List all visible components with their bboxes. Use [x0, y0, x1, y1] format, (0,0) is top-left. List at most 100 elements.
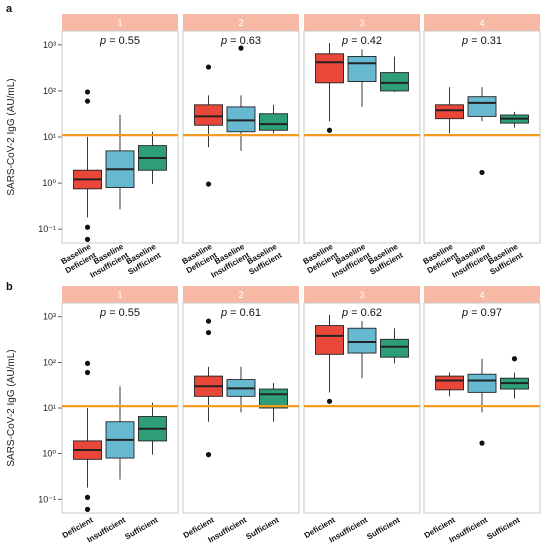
outlier-point	[84, 360, 91, 366]
facet-strip	[62, 286, 178, 303]
panel-a: a SARS-CoV-2 IgG (AU/mL) 10⁻¹ 10⁰ 10¹ 10² 10³ 1…	[6, 3, 541, 280]
box-sufficient	[380, 328, 409, 364]
box-iqr	[315, 325, 344, 355]
facet-strip	[304, 286, 420, 303]
p-symbol: p	[461, 35, 471, 47]
box-baseline-sufficient	[259, 104, 288, 134]
box-deficient	[315, 314, 344, 404]
x-tick-label: BaselineSufficient	[363, 242, 405, 277]
y-tick-label: 10²	[43, 357, 56, 367]
facet-1: 1p = 0.55BaselineDeficientBaselineInsuff…	[60, 14, 179, 280]
y-tick-label: 10⁻¹	[38, 494, 56, 504]
x-tick-label: Sufficient	[485, 515, 521, 541]
panel-b: b SARS-CoV-2 IgG (AU/mL) 10⁻¹ 10⁰ 10¹ 10² 10³ 1…	[6, 281, 541, 545]
outlier-point	[238, 45, 244, 51]
facet-strip-label: 2	[238, 18, 243, 28]
p-value-label: p = 0.97	[461, 307, 502, 319]
box-deficient	[435, 372, 464, 397]
box-baseline-insufficient	[105, 115, 135, 210]
x-tick-label: BaselineSufficient	[121, 242, 163, 277]
outlier-point	[205, 318, 212, 324]
p-symbol: p	[341, 35, 351, 47]
x-tick-label: BaselineSufficient	[483, 242, 525, 277]
p-value-number: = 0.62	[351, 307, 382, 319]
box-sufficient	[259, 383, 288, 422]
facet-strip-label: 2	[238, 290, 243, 300]
x-tick-label: Sufficient	[244, 515, 280, 541]
y-tick-label: 10⁰	[42, 449, 56, 459]
p-value-label: p = 0.63	[220, 35, 261, 47]
box-baseline-deficient	[73, 89, 102, 242]
box-baseline-sufficient	[138, 131, 167, 185]
p-value-number: = 0.97	[471, 307, 502, 319]
facet-strip-label: 4	[479, 290, 484, 300]
panel-letter: b	[6, 281, 13, 293]
p-symbol: p	[220, 35, 230, 47]
p-symbol: p	[341, 307, 351, 319]
p-value-number: = 0.63	[230, 35, 261, 47]
facet-strip	[183, 286, 299, 303]
box-iqr	[194, 104, 223, 126]
box-iqr	[467, 96, 497, 117]
outlier-point	[205, 181, 212, 187]
outlier-point	[326, 398, 333, 404]
facet-2: 2p = 0.63BaselineDeficientBaselineInsuff…	[181, 14, 300, 280]
y-tick-label: 10³	[43, 40, 56, 50]
box-baseline-sufficient	[500, 111, 529, 128]
facet-4: 4p = 0.31BaselineDeficientBaselineInsuff…	[422, 14, 541, 280]
x-tick-label-line: Sufficient	[485, 515, 521, 541]
x-tick-label: BaselineSufficient	[242, 242, 284, 277]
outlier-point	[84, 89, 91, 95]
y-axis-label: SARS-CoV-2 IgG (AU/mL)	[6, 349, 17, 466]
y-tick-label: 10¹	[43, 403, 56, 413]
x-tick-label-line: Sufficient	[365, 515, 401, 541]
facet-strip-label: 4	[479, 18, 484, 28]
box-baseline-insufficient	[467, 87, 497, 176]
x-tick-label: Sufficient	[123, 515, 159, 541]
x-tick-label-line: Sufficient	[244, 515, 280, 541]
y-axis-label: SARS-CoV-2 IgG (AU/mL)	[6, 78, 17, 195]
outlier-point	[84, 224, 91, 230]
facet-strip-label: 3	[359, 290, 364, 300]
y-tick-label: 10⁻¹	[38, 224, 56, 234]
box-sufficient	[500, 356, 529, 399]
p-value-label: p = 0.31	[461, 35, 502, 47]
outlier-point	[84, 369, 91, 376]
box-iqr	[315, 53, 344, 84]
p-symbol: p	[99, 307, 109, 319]
outlier-point	[84, 98, 91, 104]
box-baseline-insufficient	[347, 49, 377, 107]
p-value-number: = 0.42	[351, 35, 382, 47]
box-baseline-deficient	[315, 42, 344, 133]
p-symbol: p	[461, 307, 471, 319]
outlier-point	[205, 452, 212, 458]
box-iqr	[347, 56, 377, 82]
facet-strip	[62, 14, 178, 31]
outlier-point	[479, 169, 485, 176]
outlier-point	[84, 236, 91, 242]
p-value-number: = 0.55	[109, 307, 140, 319]
box-baseline-sufficient	[380, 56, 409, 92]
box-iqr	[467, 373, 497, 393]
box-insufficient	[347, 321, 377, 379]
p-value-number: = 0.31	[471, 35, 502, 47]
box-iqr	[380, 72, 409, 92]
box-deficient	[194, 318, 223, 458]
box-insufficient	[467, 358, 497, 446]
p-value-label: p = 0.62	[341, 307, 382, 319]
panel-letter: a	[6, 3, 13, 15]
box-iqr	[226, 106, 256, 133]
facet-3: 3p = 0.42BaselineDeficientBaselineInsuff…	[302, 14, 421, 280]
y-tick-label: 10⁰	[42, 178, 56, 188]
y-tick-label: 10²	[43, 86, 56, 96]
outlier-point	[205, 329, 212, 336]
facet-strip	[183, 14, 299, 31]
box-insufficient	[105, 386, 135, 480]
y-tick-label: 10³	[43, 312, 56, 322]
outlier-point	[84, 506, 91, 512]
facet-strip-label: 1	[117, 18, 122, 28]
outlier-point	[84, 494, 91, 500]
